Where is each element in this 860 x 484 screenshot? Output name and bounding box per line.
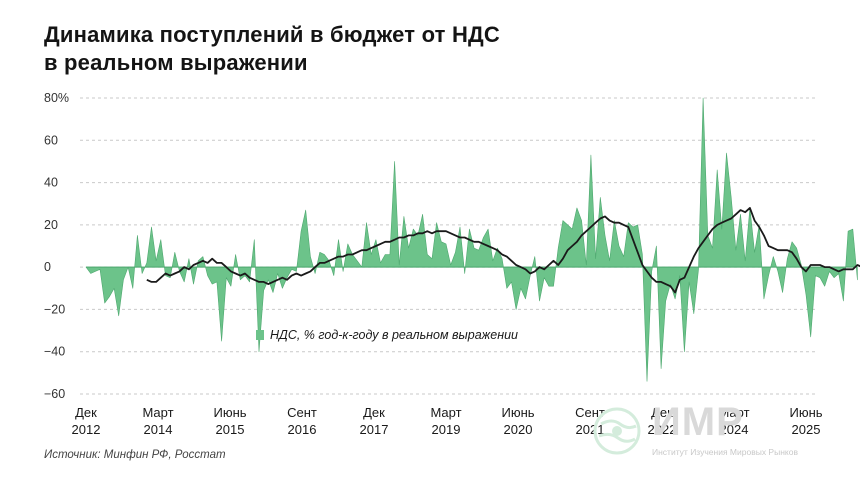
x-tick-label-month: Сент [287, 405, 317, 420]
x-tick-label-month: Сент [575, 405, 605, 420]
y-tick-label: 0 [44, 260, 51, 274]
y-tick-label: −40 [44, 345, 65, 359]
x-tick-label-month: Июнь [213, 405, 246, 420]
x-tick-label-month: Март [142, 405, 173, 420]
x-tick-label-month: Март [718, 405, 749, 420]
x-tick-label-year: 2015 [216, 422, 245, 437]
y-tick-label: −60 [44, 387, 65, 401]
y-tick-label: 40 [44, 176, 58, 190]
logo: ИМР Институт Изучения Мировых Рынков [592, 400, 822, 464]
legend-swatch [256, 330, 264, 340]
y-tick-label: 60 [44, 133, 58, 147]
x-tick-label-year: 2014 [144, 422, 173, 437]
x-tick-label-month: Июнь [501, 405, 534, 420]
x-tick-label-year: 2017 [360, 422, 389, 437]
legend-label: НДС, % год-к-году в реальном выражении [270, 328, 518, 342]
x-tick-label-month: Дек [75, 405, 97, 420]
y-tick-label: 80% [44, 91, 69, 105]
y-tick-label: 20 [44, 218, 58, 232]
logo-wordmark: ИМР [652, 400, 744, 444]
x-tick-label-year: 2021 [576, 422, 605, 437]
logo-subtitle: Институт Изучения Мировых Рынков [652, 447, 798, 457]
x-tick-label-year: 2022 [648, 422, 677, 437]
x-tick-label-year: 2024 [720, 422, 749, 437]
x-tick-label-year: 2025 [792, 422, 821, 437]
chart-title-line-1: Динамика поступлений в бюджет от НДС [44, 22, 501, 47]
y-tick-label: −20 [44, 302, 65, 316]
globe-logo-icon [593, 407, 641, 455]
x-tick-label-year: 2019 [432, 422, 461, 437]
x-tick-label-year: 2016 [288, 422, 317, 437]
x-tick-label-month: Дек [363, 405, 385, 420]
x-tick-label-month: Июнь [789, 405, 822, 420]
x-tick-label-year: 2020 [504, 422, 533, 437]
x-tick-label-month: Дек [651, 405, 673, 420]
x-tick-label-month: Март [430, 405, 461, 420]
vat-area-series [85, 97, 858, 382]
moving-average-line [146, 207, 860, 294]
chart-title-line-2: в реальном выражении [44, 50, 308, 75]
x-tick-label-year: 2012 [72, 422, 101, 437]
source-note: Источник: Минфин РФ, Росстат [44, 449, 226, 461]
